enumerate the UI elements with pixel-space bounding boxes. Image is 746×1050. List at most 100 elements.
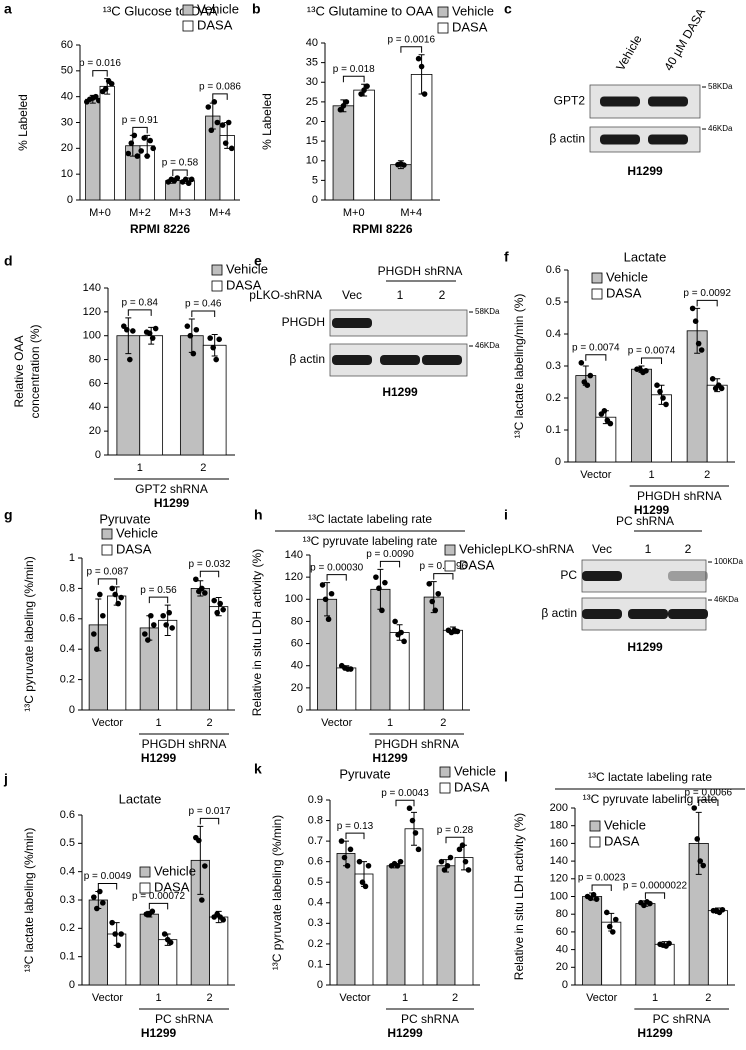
bar	[442, 629, 463, 711]
y-tick-label: 60	[291, 637, 303, 649]
p-value: p = 0.018	[333, 64, 375, 75]
data-point	[695, 340, 702, 347]
lane-label: 40 µM DASA	[661, 6, 708, 73]
y-tick-label: 30	[306, 76, 318, 88]
x-tick-label: Vector	[92, 992, 124, 1004]
p-value: p = 0.0023	[578, 873, 626, 884]
legend-label: Vehicle	[226, 261, 268, 276]
legend-label: Vehicle	[197, 1, 239, 16]
cell-line: H1299	[154, 496, 190, 510]
group-label: PHGDH shRNA	[142, 737, 227, 751]
p-bracket	[127, 309, 152, 316]
x-tick-label: 1	[652, 992, 658, 1004]
bar	[707, 910, 728, 986]
y-axis-label: Relative in situ LDH activity (%)	[512, 813, 526, 980]
y-tick-label: 120	[285, 571, 303, 583]
y-tick-label: 0.6	[308, 856, 323, 868]
data-point	[444, 862, 451, 869]
cell-line: RPMI 8226	[130, 222, 190, 236]
data-point	[412, 830, 419, 836]
data-point	[337, 106, 344, 113]
y-tick-label: 15	[306, 135, 318, 147]
data-point	[219, 122, 226, 128]
data-point	[220, 606, 226, 613]
panel-letter: a	[4, 1, 12, 17]
p-bracket	[445, 836, 465, 844]
data-point	[356, 858, 363, 865]
p-bracket	[199, 570, 220, 578]
data-point	[138, 148, 144, 154]
y-tick-label: 0	[297, 704, 303, 716]
y-tick-label: 0.7	[308, 835, 323, 847]
data-point	[152, 325, 159, 332]
y-tick-label: 140	[83, 282, 101, 294]
data-point	[214, 119, 221, 126]
data-point	[421, 91, 428, 97]
size-marker: 46KDa	[708, 124, 733, 133]
legend-swatch	[589, 836, 601, 848]
legend-swatch	[211, 280, 223, 292]
data-point	[97, 888, 103, 895]
data-point	[322, 596, 329, 603]
ratio-denominator: ¹³C pyruvate labeling rate	[303, 534, 438, 548]
p-bracket	[92, 70, 108, 77]
data-point	[207, 335, 213, 341]
data-point	[220, 917, 226, 923]
y-tick-label: 40	[61, 91, 73, 103]
error-bar	[211, 334, 218, 357]
y-tick-label: 50	[61, 65, 73, 77]
bar	[575, 375, 597, 463]
y-tick-label: 10	[61, 168, 73, 180]
data-point	[328, 590, 335, 597]
y-tick-label: 140	[285, 549, 303, 561]
data-point	[222, 140, 229, 146]
x-tick-label: 2	[440, 717, 446, 729]
p-value: p = 0.00030	[310, 562, 364, 573]
data-point	[166, 609, 172, 616]
data-point	[432, 607, 439, 614]
data-point	[441, 867, 448, 873]
bar	[353, 89, 375, 201]
y-tick-label: 0.3	[60, 894, 75, 906]
x-tick-label: 1	[137, 462, 143, 474]
legend-label: Vehicle	[606, 269, 648, 284]
data-point	[169, 625, 175, 631]
data-point	[373, 574, 379, 580]
y-tick-label: 25	[306, 96, 318, 108]
legend-label: Vehicle	[452, 3, 494, 18]
p-value: p = 0.46	[185, 299, 222, 310]
x-tick-label: M+4	[400, 207, 422, 219]
blot-band	[668, 571, 708, 581]
p-value: p = 0.91	[122, 115, 159, 126]
data-point	[429, 598, 436, 605]
bar	[582, 896, 603, 986]
ratio-numerator: ¹³C lactate labeling rate	[588, 770, 712, 784]
y-tick-label: 100	[550, 890, 568, 902]
legend-swatch	[182, 4, 194, 16]
p-bracket	[395, 799, 415, 807]
bar	[190, 588, 210, 711]
data-point	[456, 846, 463, 853]
y-tick-label: 0.1	[60, 951, 75, 963]
y-tick-label: 0	[95, 449, 101, 461]
data-point	[692, 318, 699, 325]
data-point	[118, 931, 124, 937]
y-tick-label: 0.4	[546, 328, 561, 340]
x-tick-label: 2	[206, 992, 212, 1004]
cell-line: H1299	[387, 1026, 423, 1040]
group-label: PC shRNA	[653, 1012, 711, 1026]
x-tick-label: M+4	[209, 207, 231, 219]
legend-swatch	[437, 6, 449, 18]
lane-label: 1	[397, 288, 404, 302]
p-bracket	[698, 799, 719, 806]
legend-swatch	[444, 544, 456, 556]
p-value: p = 0.032	[189, 559, 231, 570]
x-tick-label: 1	[387, 717, 393, 729]
group-label: PC shRNA	[401, 1012, 459, 1026]
blot-band	[332, 318, 372, 328]
data-point	[112, 931, 118, 937]
data-point	[697, 858, 704, 864]
band-name: PC	[560, 568, 577, 582]
legend-label: DASA	[452, 19, 488, 34]
data-point	[100, 612, 106, 619]
